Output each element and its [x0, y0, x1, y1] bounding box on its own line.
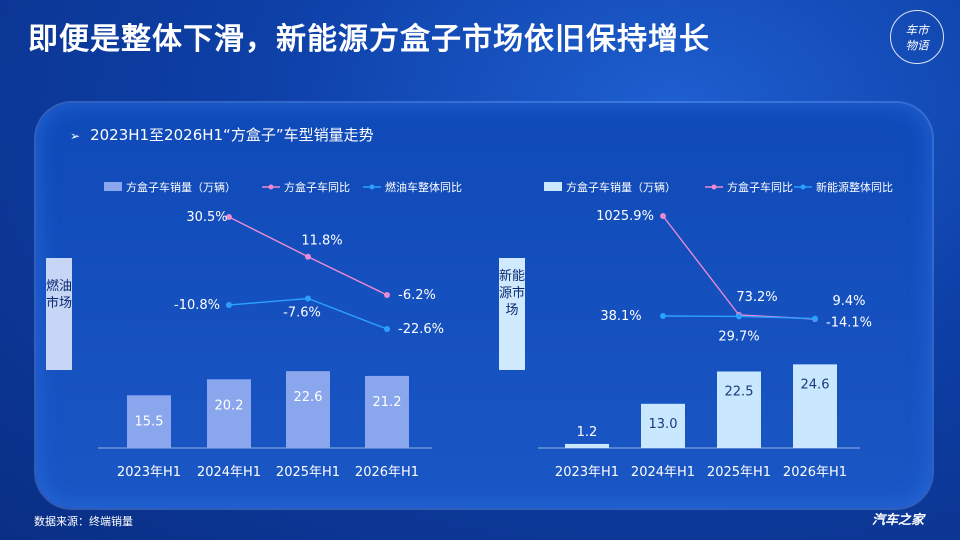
- legend-swatch-dot: [268, 184, 274, 190]
- bar-value-label: 22.6: [294, 390, 323, 405]
- section-subtitle-text: 2023H1至2026H1“方盒子”车型销量走势: [90, 126, 374, 144]
- legend-entry: 方盒子车销量（万辆）: [566, 180, 676, 194]
- legend-entry: 方盒子车同比: [284, 180, 350, 194]
- legend-entry: 燃油车整体同比: [385, 180, 462, 194]
- point-value-label: 29.7%: [718, 329, 759, 344]
- bar-value-label: 13.0: [649, 417, 678, 432]
- point-value-label: -22.6%: [398, 322, 444, 337]
- bar-value-label: 20.2: [215, 398, 244, 413]
- bar-value-label: 15.5: [135, 414, 164, 429]
- legend-swatch-bar: [104, 182, 122, 191]
- x-tick-label: 2023年H1: [117, 465, 181, 480]
- bar-value-label: 24.6: [801, 377, 830, 392]
- series-point: [226, 214, 232, 220]
- legend-entry: 新能源整体同比: [816, 180, 893, 194]
- legend-entry: 方盒子车同比: [727, 180, 793, 194]
- series-point: [736, 313, 742, 320]
- point-value-label: 9.4%: [832, 294, 865, 309]
- legend-entry: 方盒子车销量（万辆）: [126, 180, 236, 194]
- brand-logo: 车市 物语: [890, 10, 944, 64]
- page-title: 即便是整体下滑，新能源方盒子市场依旧保持增长: [28, 22, 710, 57]
- legend-swatch-dot: [711, 184, 717, 190]
- content-panel: [36, 103, 932, 508]
- point-value-label: -10.8%: [174, 298, 220, 313]
- point-value-label: -7.6%: [283, 306, 321, 321]
- point-value-label: 11.8%: [301, 234, 342, 249]
- bar: [793, 364, 837, 448]
- x-tick-label: 2023年H1: [555, 465, 619, 480]
- bar: [207, 379, 251, 448]
- point-value-label: 73.2%: [736, 290, 777, 305]
- series-point: [660, 313, 666, 319]
- bar: [365, 375, 409, 448]
- legend-swatch-dot: [800, 184, 806, 190]
- section-subtitle: ➢ 2023H1至2026H1“方盒子”车型销量走势: [70, 124, 374, 145]
- bar-value-label: 22.5: [725, 385, 754, 400]
- point-value-label: 1025.9%: [596, 209, 654, 224]
- bar: [286, 371, 330, 448]
- point-value-label: -14.1%: [826, 316, 872, 331]
- point-value-label: 30.5%: [186, 210, 227, 225]
- fuel-market-label: 燃油市场: [46, 258, 72, 370]
- bar: [641, 403, 685, 448]
- point-value-label: -6.2%: [398, 288, 436, 303]
- point-value-label: 38.1%: [600, 309, 641, 324]
- bullet-arrow-icon: ➢: [70, 129, 81, 143]
- bar: [717, 371, 761, 448]
- brand-logo-art: 车市 物语: [905, 23, 930, 53]
- data-source-note: 数据来源：终端销量: [34, 515, 133, 528]
- bar: [127, 395, 171, 448]
- x-tick-label: 2025年H1: [276, 465, 340, 480]
- series-point: [812, 315, 818, 322]
- logo-line-2: 物语: [905, 39, 930, 53]
- series-point: [384, 292, 390, 298]
- nev-market-label: 新能源市场: [499, 258, 525, 370]
- bar-value-label: 21.2: [373, 395, 402, 410]
- legend-swatch-dot: [369, 184, 375, 190]
- legend-swatch-bar: [544, 182, 562, 191]
- x-tick-label: 2024年H1: [197, 465, 261, 480]
- series-point: [305, 295, 311, 302]
- series-point: [305, 253, 311, 260]
- x-tick-label: 2025年H1: [707, 465, 771, 480]
- series-point: [660, 213, 666, 219]
- x-tick-label: 2026年H1: [783, 465, 847, 480]
- logo-line-1: 车市: [905, 23, 930, 37]
- series-point: [384, 326, 390, 332]
- x-tick-label: 2026年H1: [355, 465, 419, 480]
- footer-brand: 汽车之家: [872, 513, 925, 528]
- series-point: [226, 302, 232, 308]
- bar: [565, 443, 609, 448]
- bar-value-label: 1.2: [577, 425, 598, 440]
- x-tick-label: 2024年H1: [631, 465, 695, 480]
